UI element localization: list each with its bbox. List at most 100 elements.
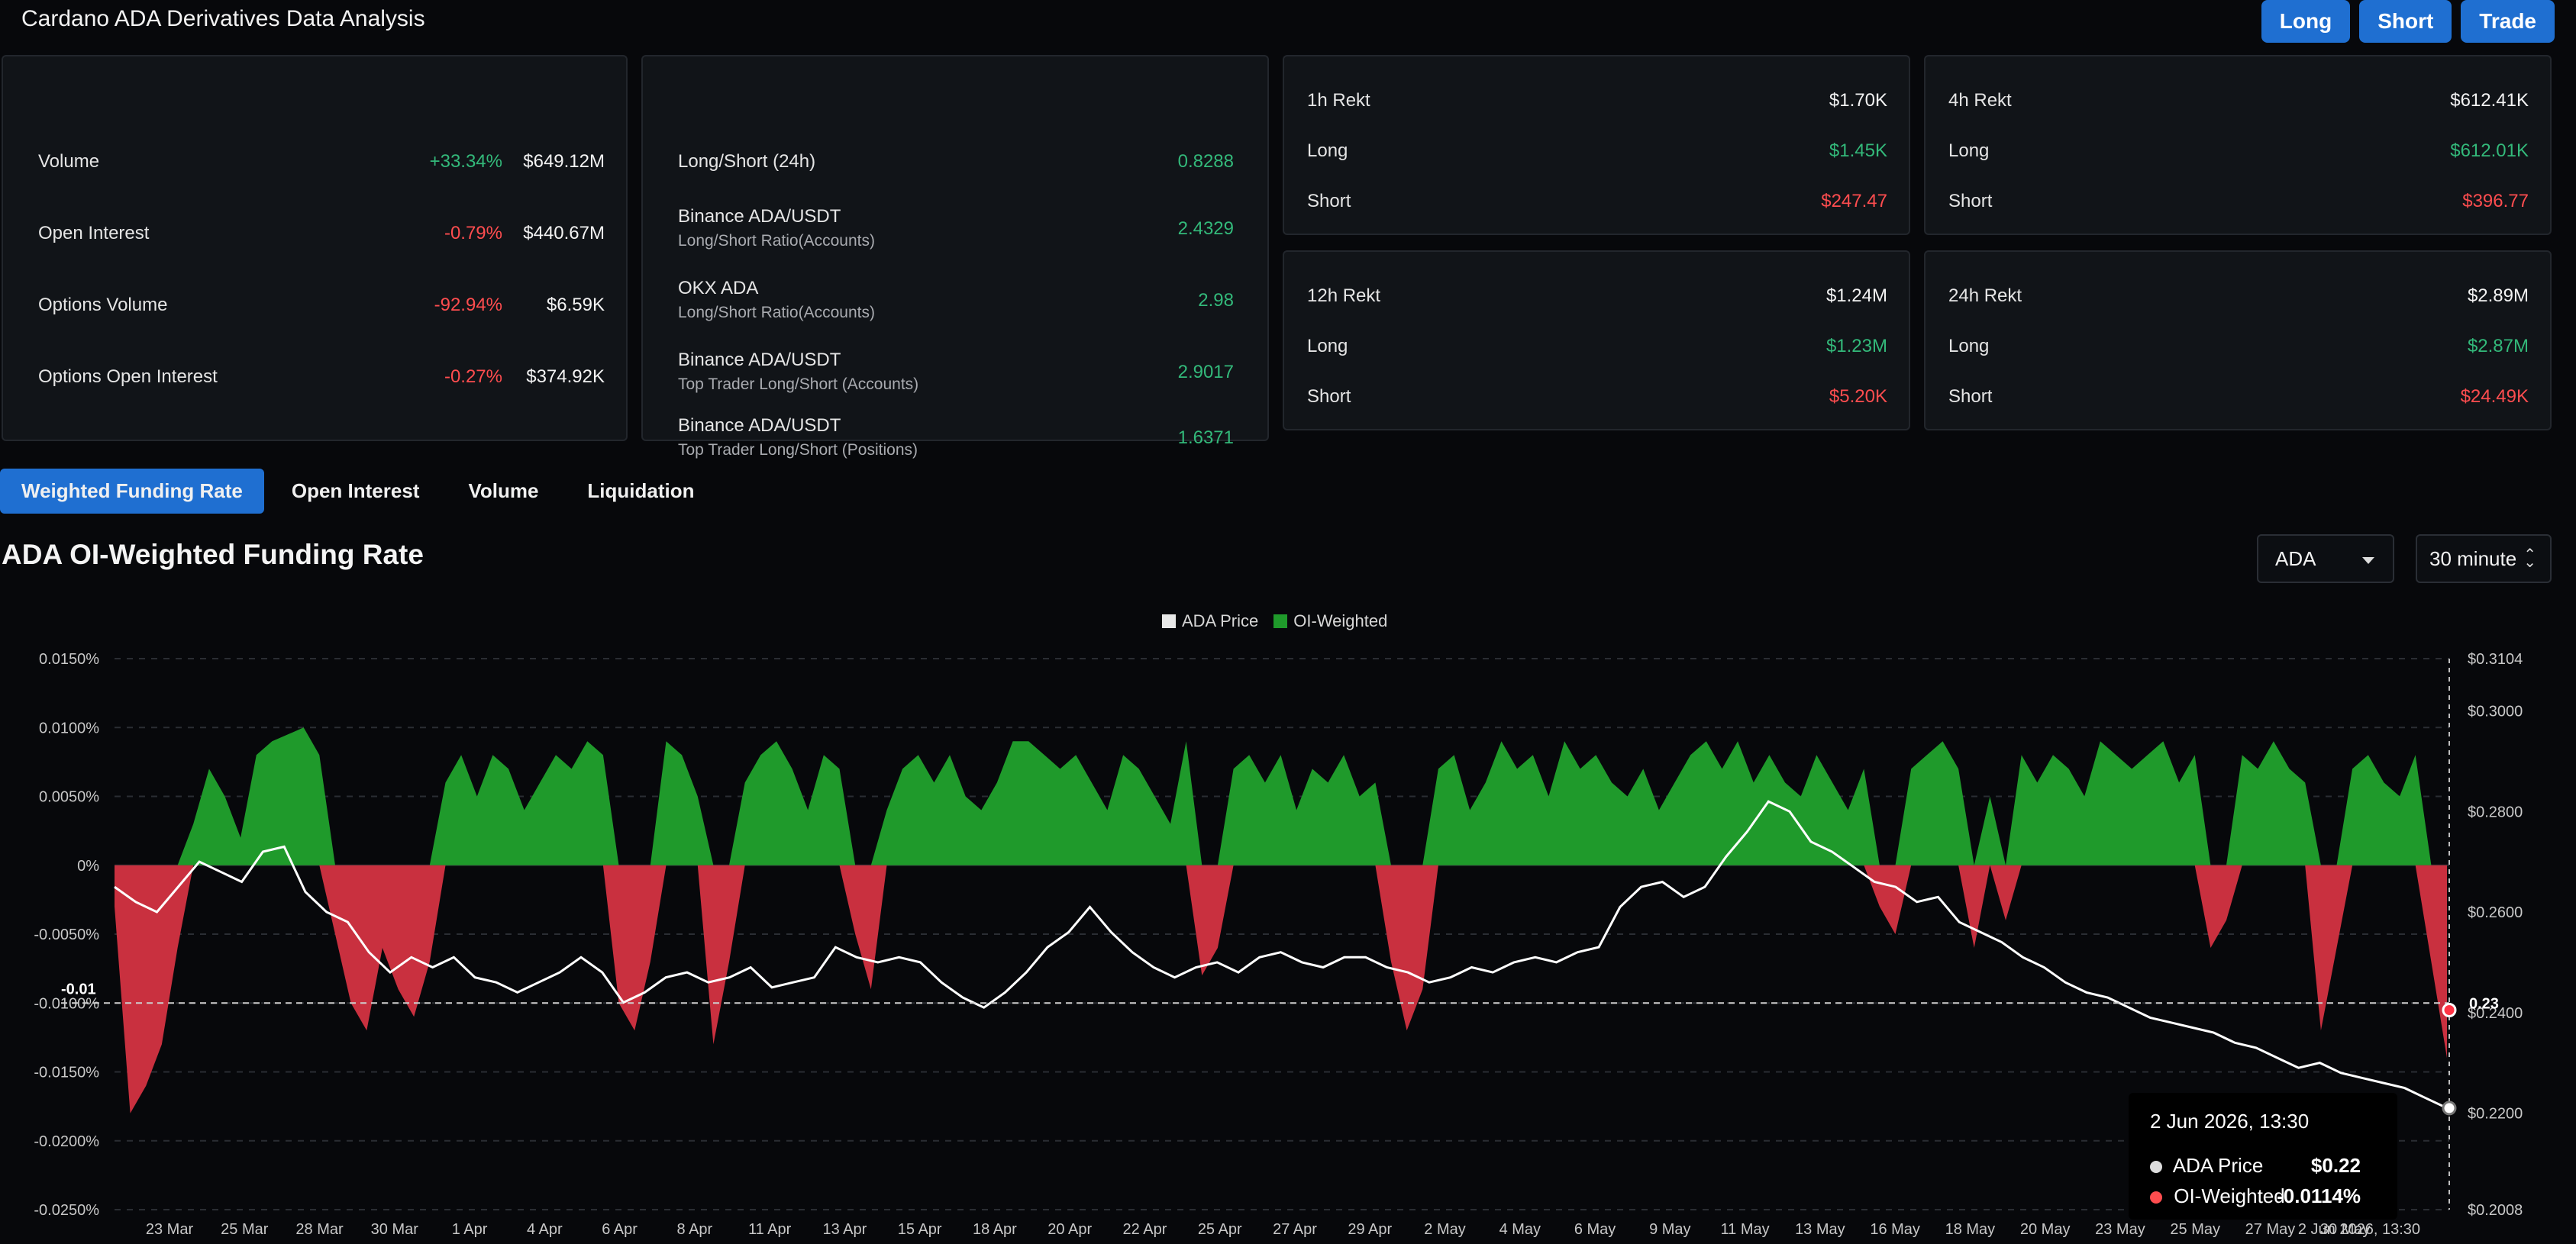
rekt-long-value: $612.01K	[2450, 140, 2529, 161]
rekt-long-value: $1.45K	[1829, 140, 1887, 161]
funding-positive-area	[115, 727, 2447, 865]
oi-dot-icon	[2150, 1191, 2162, 1204]
rekt-long-row: Long $2.87M	[1926, 331, 2550, 362]
x-tick-label: 20 May	[2020, 1221, 2071, 1238]
ratio-sublabel: Long/Short Ratio(Accounts)	[678, 304, 875, 321]
ratio-row: Long/Short (24h) 0.8288	[643, 147, 1267, 177]
rekt-total: $1.24M	[1825, 285, 1887, 306]
market-value: $649.12M	[523, 151, 605, 172]
tab-liquidation[interactable]: Liquidation	[587, 479, 695, 502]
rekt-long-row: Long $612.01K	[1926, 136, 2550, 166]
coin-select-value: ADA	[2275, 546, 2316, 570]
rekt-total: $2.89M	[2467, 285, 2529, 306]
x-tick-label: 18 Apr	[973, 1221, 1017, 1238]
left-tick-label: 0%	[77, 858, 99, 875]
rekt-total-row: 1h Rekt $1.70K	[1284, 85, 1909, 116]
left-tick-label: 0.0100%	[39, 720, 99, 736]
legend-item-oi-weighted[interactable]: OI-Weighted	[1273, 611, 1387, 631]
rekt-long-label: Long	[1948, 140, 1990, 161]
ratio-row: Binance ADA/USDT Top Trader Long/Short (A…	[643, 350, 1267, 403]
x-tick-label: 25 Apr	[1198, 1221, 1242, 1238]
rekt-short-label: Short	[1948, 386, 1993, 407]
rekt-short-value: $5.20K	[1829, 386, 1887, 407]
trade-button[interactable]: Trade	[2461, 0, 2555, 43]
long-button[interactable]: Long	[2261, 0, 2351, 43]
x-tick-label: 6 May	[1574, 1221, 1616, 1238]
right-tick-label: $0.3000	[2468, 704, 2523, 720]
rekt-card-4h: 4h Rekt $612.41K Long $612.01K Short $396.7…	[1924, 55, 2552, 235]
right-tick-label: $0.2200	[2468, 1106, 2523, 1123]
legend-label: ADA Price	[1182, 611, 1259, 630]
app-title: Cardano ADA Derivatives Data Analysis	[21, 6, 425, 31]
market-change: -0.27%	[444, 366, 502, 387]
market-value: $440.67M	[523, 223, 605, 243]
right-tick-label: $0.2008	[2468, 1202, 2523, 1219]
rekt-long-label: Long	[1307, 336, 1348, 356]
legend-label: OI-Weighted	[1293, 611, 1388, 630]
market-label: Options Open Interest	[38, 366, 218, 387]
rekt-short-value: $247.47	[1821, 191, 1887, 211]
market-row-options-open-interest: Options Open Interest -0.27% $374.92K	[3, 362, 626, 392]
oi-marker	[2442, 1002, 2457, 1017]
short-button[interactable]: Short	[2359, 0, 2452, 43]
rekt-long-value: $1.23M	[1825, 336, 1887, 356]
rekt-short-row: Short $247.47	[1284, 186, 1909, 217]
x-tick-label: 29 Apr	[1348, 1221, 1392, 1238]
tab-open-interest[interactable]: Open Interest	[291, 479, 420, 502]
ratio-row: OKX ADA Long/Short Ratio(Accounts) 2.98	[643, 278, 1267, 331]
chart-grid	[115, 658, 2449, 1210]
ratio-label: OKX ADA Long/Short Ratio(Accounts)	[678, 278, 875, 322]
interval-select[interactable]: 30 minute ⌃ ⌄	[2416, 534, 2552, 583]
rekt-long-row: Long $1.45K	[1284, 136, 1909, 166]
ratio-value: 2.98	[1198, 290, 1234, 311]
tooltip-value: -0.0114%	[2277, 1184, 2361, 1207]
rekt-short-label: Short	[1307, 191, 1351, 211]
tab-volume[interactable]: Volume	[468, 479, 539, 502]
rekt-total-row: 12h Rekt $1.24M	[1284, 281, 1909, 311]
coin-select[interactable]: ADA	[2257, 534, 2394, 583]
right-tick-label: $0.2400	[2468, 1005, 2523, 1022]
x-tick-label: 9 May	[1649, 1221, 1690, 1238]
market-row-options-volume: Options Volume -92.94% $6.59K	[3, 290, 626, 321]
x-tick-label: 30 Mar	[371, 1221, 419, 1238]
tooltip-row-oi: OI-Weighted	[2150, 1184, 2285, 1208]
rekt-total: $612.41K	[2450, 90, 2529, 111]
price-dot-icon	[2150, 1161, 2162, 1173]
right-tick-label: $0.3104	[2468, 651, 2523, 668]
page-title: ADA OI-Weighted Funding Rate	[2, 539, 424, 570]
rekt-short-row: Short $396.77	[1926, 186, 2550, 217]
chart-tooltip: 2 Jun 2026, 13:30 ADA Price $0.22 OI-Wei…	[2129, 1093, 2397, 1220]
rekt-short-value: $24.49K	[2460, 386, 2529, 407]
x-tick-label: 2 Jun 2026, 13:30	[2298, 1221, 2420, 1238]
legend-item-price[interactable]: ADA Price	[1162, 611, 1258, 631]
x-tick-label: 2 May	[1424, 1221, 1465, 1238]
ratio-label: Binance ADA/USDT Long/Short Ratio(Account…	[678, 206, 875, 250]
tab-weighted-funding-rate[interactable]: Weighted Funding Rate	[0, 469, 264, 514]
right-tick-label: $0.2600	[2468, 904, 2523, 921]
ratio-sublabel: Long/Short Ratio(Accounts)	[678, 232, 875, 250]
right-tick-label: $0.2800	[2468, 804, 2523, 820]
x-tick-label: 27 May	[2245, 1221, 2296, 1238]
x-tick-label: 4 May	[1499, 1221, 1541, 1238]
left-tick-label: 0.0050%	[39, 789, 99, 806]
x-tick-label: 15 Apr	[898, 1221, 942, 1238]
x-tick-label: 23 May	[2095, 1221, 2145, 1238]
top-bar: Cardano ADA Derivatives Data Analysis Lo…	[0, 0, 2576, 46]
rekt-title: 12h Rekt	[1307, 285, 1381, 306]
x-tick-label: 1 Apr	[452, 1221, 488, 1238]
left-tick-label: 0.0150%	[39, 651, 99, 668]
x-tick-label: 22 Apr	[1123, 1221, 1167, 1238]
rekt-long-label: Long	[1307, 140, 1348, 161]
chart-tabs: Weighted Funding Rate Open Interest Volu…	[0, 469, 716, 514]
x-tick-label: 30 May	[2320, 1221, 2371, 1238]
ratio-value: 1.6371	[1177, 427, 1234, 448]
left-tick-label: -0.0250%	[34, 1202, 99, 1219]
x-tick-label: 27 Apr	[1273, 1221, 1317, 1238]
funding-rate-chart[interactable]: 0.0150%0.0100%0.0050%0%-0.0050%-0.0100%-…	[0, 633, 2576, 1244]
rekt-card-12h: 12h Rekt $1.24M Long $1.23M Short $5.20K	[1283, 250, 1910, 430]
market-change: -92.94%	[434, 295, 502, 315]
market-label: Open Interest	[38, 223, 150, 243]
rekt-total-row: 24h Rekt $2.89M	[1926, 281, 2550, 311]
x-tick-label: 25 Mar	[221, 1221, 269, 1238]
ratio-row: Binance ADA/USDT Long/Short Ratio(Account…	[643, 206, 1267, 259]
